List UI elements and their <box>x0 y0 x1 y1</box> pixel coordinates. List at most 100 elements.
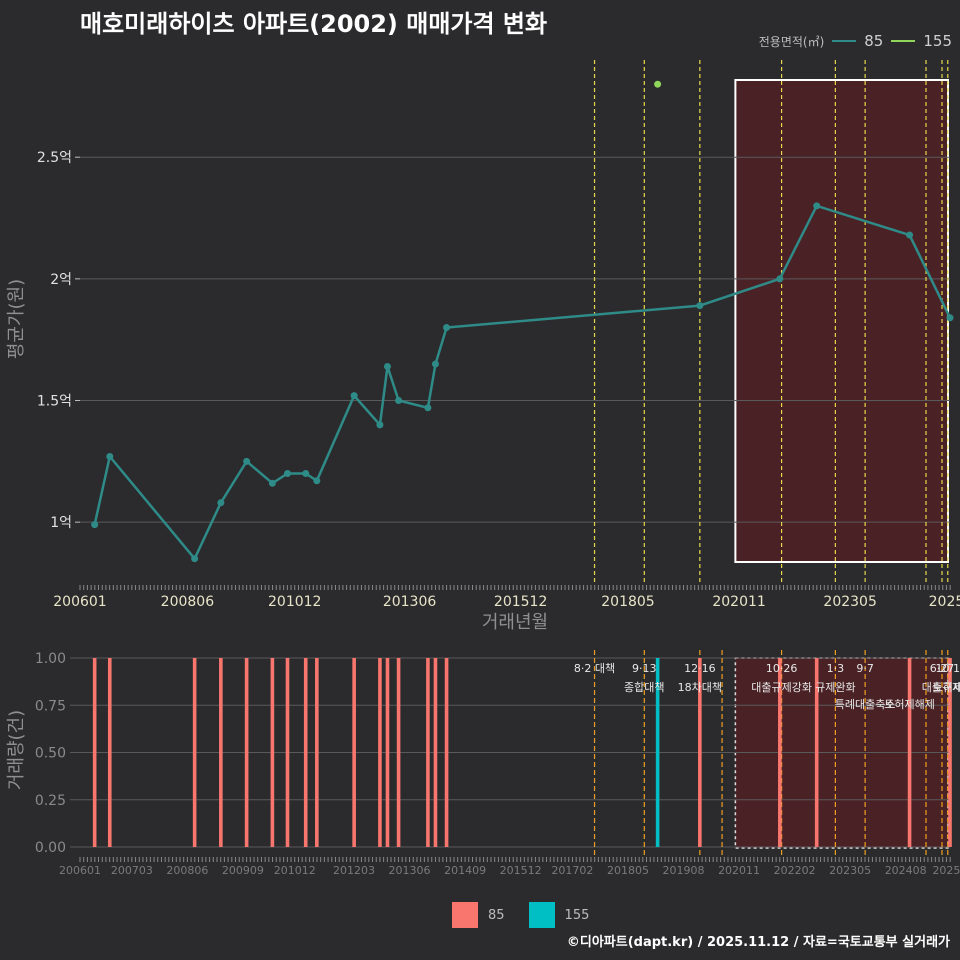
bar-x-tick-label: 200601 <box>59 864 101 877</box>
bar-85 <box>444 658 449 847</box>
data-point-85 <box>383 362 391 370</box>
bar-y-tick-label: 0.00 <box>35 840 66 856</box>
annotation-date: 10·1 <box>936 662 960 675</box>
bar-85 <box>396 658 401 847</box>
bar-x-tick-label: 200703 <box>111 864 153 877</box>
bar-legend-swatch-155 <box>528 902 555 928</box>
bar-85 <box>433 658 438 847</box>
data-point-85 <box>302 470 310 478</box>
annotation-date: 6·27 <box>930 662 955 675</box>
legend-line-155 <box>891 40 916 42</box>
bar-x-tick-label: 201908 <box>663 864 705 877</box>
bar-x-tick-label: 200806 <box>166 864 208 877</box>
bar-x-tick-label: 201203 <box>333 864 375 877</box>
bar-85 <box>270 658 275 847</box>
data-point-85 <box>376 421 384 429</box>
y-axis-label: 평균가(원) <box>6 279 27 359</box>
legend-item-155: 155 <box>923 32 952 50</box>
x-tick-label: 200601 <box>53 594 106 610</box>
bar-85 <box>92 658 97 847</box>
data-point-85 <box>776 275 784 283</box>
annotation-text: 토허제해제 <box>884 697 935 711</box>
annotation-text: 대출규제 <box>922 681 960 694</box>
bar-85 <box>426 658 430 847</box>
data-point-85 <box>395 397 403 405</box>
y-tick-label: 2.5억 <box>37 150 72 166</box>
data-point-85 <box>424 404 432 412</box>
annotation-text: 규제완화 <box>815 681 855 694</box>
bar-x-tick-label: 201805 <box>607 864 649 877</box>
x-tick-label: 202011 <box>712 594 765 610</box>
x-tick-label: 200806 <box>161 594 215 610</box>
annotation-text: 특례대출축소 <box>835 698 896 711</box>
bar-x-tick-label: 201512 <box>500 864 542 877</box>
bar-y-axis-label: 거래량(건) <box>6 710 27 790</box>
highlight-region <box>734 79 949 563</box>
bar-x-tick-label: 201409 <box>444 864 486 877</box>
bar-x-tick-label: 2025 <box>932 864 960 877</box>
bar-x-tick-label: 201012 <box>274 864 316 877</box>
annotation-text: 토허제 <box>933 681 960 694</box>
data-point-85 <box>906 231 914 239</box>
bar-85 <box>107 658 112 847</box>
bar-x-tick-label: 202011 <box>718 864 760 877</box>
x-tick-label: 201512 <box>494 594 547 610</box>
annotation-text: 18차대책 <box>678 681 722 694</box>
annotation-date: 1·3 <box>827 662 845 675</box>
bar-x-tick-label: 202202 <box>774 864 816 877</box>
y-tick-label: 1.5억 <box>37 394 72 410</box>
bar-legend: 85 155 <box>452 902 589 928</box>
bar-y-tick-label: 1.00 <box>35 651 66 667</box>
data-point-85 <box>946 314 954 322</box>
annotation-date: 10·26 <box>766 662 798 675</box>
y-tick-label: 2억 <box>50 272 72 288</box>
annotation-date: 8·2 대책 <box>574 662 615 675</box>
x-tick-label: 2025 <box>929 594 960 610</box>
bar-85 <box>948 658 952 847</box>
data-point-85 <box>313 477 321 485</box>
data-point-155 <box>654 80 662 88</box>
bar-y-tick-label: 0.50 <box>35 746 66 762</box>
data-point-85 <box>217 499 225 507</box>
data-point-85 <box>813 202 821 210</box>
y-tick-label: 1억 <box>50 515 72 531</box>
data-point-85 <box>431 360 439 368</box>
bar-legend-label-85: 85 <box>488 907 505 923</box>
data-point-85 <box>106 452 114 460</box>
annotation-date: 9·13 <box>632 662 657 675</box>
bar-85 <box>192 658 197 847</box>
bar-y-tick-label: 0.25 <box>35 793 66 809</box>
bar-x-tick-label: 201702 <box>551 864 593 877</box>
bar-legend-swatch-85 <box>452 902 478 928</box>
legend-line-85 <box>832 40 857 42</box>
bar-85 <box>315 658 319 847</box>
data-point-85 <box>696 302 704 310</box>
bar-85 <box>778 658 782 847</box>
data-point-85 <box>268 479 276 487</box>
x-tick-label: 202305 <box>823 594 876 610</box>
x-tick-label: 201012 <box>268 594 321 610</box>
bar-x-tick-label: 202408 <box>885 864 927 877</box>
bar-85 <box>385 658 390 847</box>
bar-x-tick-label: 202305 <box>829 864 871 877</box>
data-point-85 <box>284 470 292 478</box>
chart-title: 매호미래하이츠 아파트(2002) 매매가격 변화 <box>80 10 548 38</box>
bar-85 <box>219 658 223 847</box>
annotation-date: 12·16 <box>684 662 716 675</box>
data-point-85 <box>91 521 99 529</box>
bar-85 <box>244 658 249 847</box>
data-point-85 <box>191 555 199 563</box>
data-point-85 <box>350 392 358 400</box>
bar-y-tick-label: 0.75 <box>35 698 66 714</box>
bar-155 <box>655 658 660 847</box>
bar-85 <box>285 658 290 847</box>
data-point-85 <box>443 324 451 332</box>
bar-x-tick-label: 201306 <box>389 864 431 877</box>
bar-85 <box>698 658 702 847</box>
annotation-text: 종합대책 <box>624 681 664 694</box>
bar-85 <box>352 658 356 847</box>
x-tick-label: 201306 <box>383 594 437 610</box>
x-tick-label: 201805 <box>601 594 654 610</box>
data-point-85 <box>243 457 251 465</box>
